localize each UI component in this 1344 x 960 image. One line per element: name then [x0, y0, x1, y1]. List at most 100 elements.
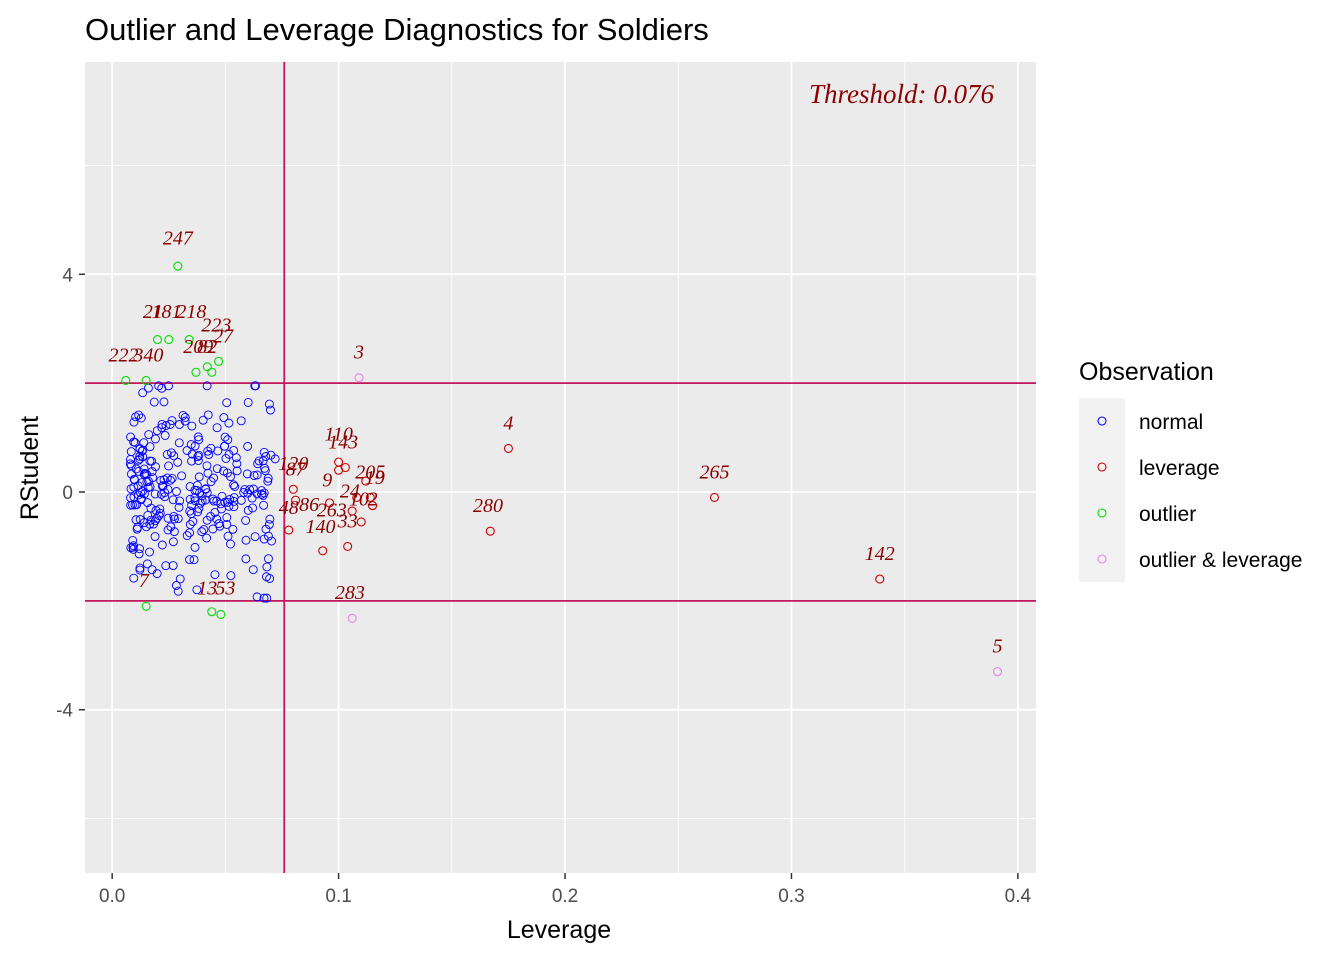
- point-normal: [243, 441, 253, 451]
- point-normal: [264, 520, 274, 529]
- point-outlier: [141, 375, 151, 385]
- x-tick-label: 0.3: [778, 886, 804, 907]
- point-normal: [135, 444, 145, 454]
- point-normal: [263, 473, 273, 483]
- point-label: 247: [163, 227, 194, 249]
- point-normal: [159, 397, 169, 407]
- point-normal: [206, 443, 216, 453]
- point-label: 13: [197, 577, 217, 599]
- point-leverage: [709, 492, 720, 502]
- point-normal: [239, 488, 249, 497]
- point-outlier-leverage: [992, 667, 1003, 677]
- point-leverage: [343, 541, 353, 551]
- point-normal: [174, 502, 184, 512]
- point-normal: [230, 482, 240, 491]
- point-normal: [252, 592, 262, 602]
- point-label: 10: [349, 489, 369, 511]
- point-normal: [226, 571, 236, 581]
- point-normal: [126, 461, 136, 471]
- point-normal: [212, 423, 222, 433]
- point-normal: [210, 570, 220, 580]
- point-normal: [146, 503, 156, 513]
- point-normal: [236, 416, 246, 426]
- point-normal: [203, 410, 213, 420]
- point-normal: [169, 514, 179, 524]
- point-normal: [134, 410, 144, 420]
- point-normal: [229, 493, 239, 502]
- point-normal: [150, 489, 160, 499]
- point-label: 280: [473, 495, 503, 517]
- point-outlier: [207, 607, 217, 617]
- point-label: 110: [324, 423, 353, 445]
- point-normal: [223, 531, 233, 541]
- point-normal: [229, 497, 239, 506]
- point-normal: [154, 511, 164, 521]
- point-normal: [192, 485, 202, 495]
- point-normal: [252, 470, 262, 480]
- point-normal: [150, 532, 160, 542]
- point-normal: [259, 593, 269, 603]
- point-normal: [185, 482, 195, 492]
- point-label: 21: [143, 301, 163, 323]
- point-leverage: [324, 498, 335, 508]
- point-label: 5: [993, 636, 1003, 658]
- point-normal: [223, 497, 232, 507]
- x-tick-label: 0.0: [99, 886, 125, 907]
- legend-title: Observation: [1079, 358, 1214, 386]
- point-normal: [202, 381, 212, 391]
- point-normal: [174, 420, 184, 429]
- point-normal: [135, 544, 145, 554]
- point-normal: [143, 510, 153, 520]
- point-normal: [199, 525, 209, 535]
- point-normal: [229, 445, 239, 455]
- point-outlier: [214, 356, 224, 366]
- point-normal: [226, 539, 235, 549]
- x-tick-label: 0.2: [552, 886, 578, 907]
- point-outlier: [141, 601, 151, 611]
- point-normal: [202, 533, 212, 543]
- point-normal: [163, 525, 173, 535]
- point-normal: [147, 467, 157, 476]
- point-normal: [189, 555, 199, 565]
- point-normal: [223, 435, 233, 445]
- point-normal: [172, 487, 181, 496]
- point-normal: [222, 398, 232, 408]
- point-normal: [193, 452, 203, 462]
- point-normal: [265, 514, 275, 524]
- point-normal: [243, 505, 253, 515]
- point-normal: [144, 430, 154, 439]
- point-normal: [259, 534, 269, 544]
- point-normal: [177, 471, 187, 481]
- legend-key-marker: [1097, 508, 1107, 518]
- point-normal: [168, 537, 178, 547]
- y-axis-title: RStudent: [16, 416, 44, 520]
- point-normal: [206, 477, 216, 487]
- point-normal: [232, 466, 242, 476]
- point-normal: [258, 490, 268, 500]
- point-normal: [157, 423, 167, 433]
- point-normal: [139, 464, 149, 474]
- point-normal: [198, 415, 208, 425]
- point-normal: [192, 585, 202, 595]
- point-normal: [193, 456, 203, 465]
- point-normal: [161, 561, 171, 571]
- point-normal: [161, 421, 171, 431]
- point-normal: [254, 456, 264, 466]
- point-normal: [190, 542, 200, 552]
- point-normal: [147, 565, 157, 575]
- point-normal: [262, 593, 272, 603]
- point-label: 283: [335, 582, 365, 604]
- point-label: 209: [183, 336, 213, 358]
- point-normal: [166, 448, 176, 458]
- point-normal: [146, 515, 156, 525]
- point-normal: [163, 484, 173, 494]
- point-outlier: [184, 335, 194, 345]
- point-normal: [171, 581, 181, 590]
- point-normal: [201, 484, 211, 494]
- point-normal: [156, 476, 166, 485]
- point-leverage: [365, 492, 375, 502]
- point-normal: [125, 459, 135, 469]
- point-normal: [164, 381, 173, 391]
- point-normal: [138, 486, 147, 496]
- point-outlier: [152, 335, 163, 345]
